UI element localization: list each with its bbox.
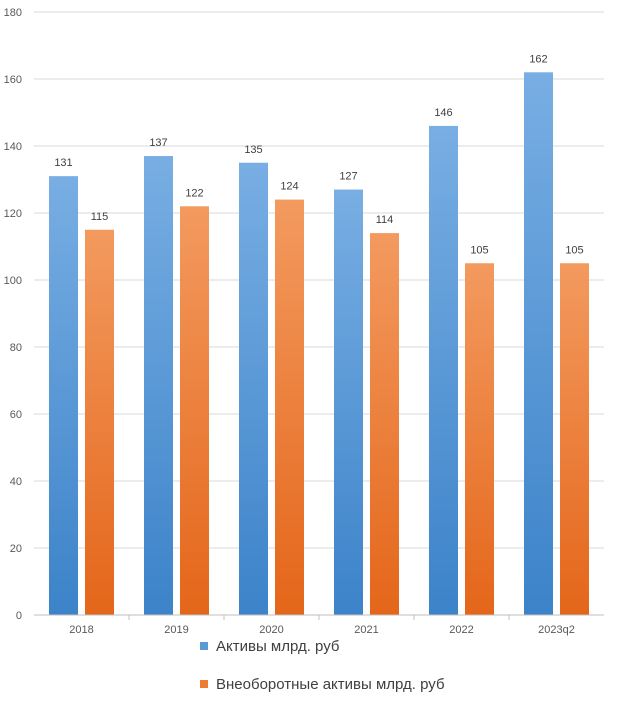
y-tick-label-0: 0	[16, 610, 22, 622]
legend: Активы млрд. руб Внеоборотные активы млр…	[200, 636, 445, 712]
y-tick-label-60: 60	[10, 409, 22, 421]
data-label-noncurrent-assets-2022: 105	[470, 244, 488, 256]
y-tick-label-80: 80	[10, 342, 22, 354]
data-label-noncurrent-assets-2018: 115	[91, 211, 109, 223]
legend-label-noncurrent-assets: Внеоборотные активы млрд. руб	[216, 675, 445, 693]
bar-assets-2021	[334, 189, 363, 616]
data-label-assets-2022: 146	[434, 107, 452, 119]
data-label-noncurrent-assets-2020: 124	[280, 181, 298, 193]
bar-assets-2018	[49, 176, 78, 615]
x-tick-label-2022: 2022	[449, 624, 473, 636]
x-tick-label-2021: 2021	[354, 624, 378, 636]
bar-noncurrent-assets-2023q2	[560, 263, 589, 615]
bar-noncurrent-assets-2021	[370, 233, 399, 615]
data-label-noncurrent-assets-2021: 114	[376, 214, 394, 226]
data-label-assets-2019: 137	[149, 137, 167, 149]
legend-item-assets: Активы млрд. руб	[200, 636, 445, 656]
legend-item-noncurrent-assets: Внеоборотные активы млрд. руб	[200, 674, 445, 694]
gridlines	[34, 11, 604, 549]
y-tick-label-160: 160	[4, 74, 22, 86]
legend-swatch-noncurrent-assets	[200, 680, 208, 688]
x-tick-label-2023q2: 2023q2	[538, 624, 575, 636]
y-tick-label-20: 20	[10, 543, 22, 555]
data-label-assets-2021: 127	[339, 171, 357, 183]
bar-noncurrent-assets-2020	[275, 199, 304, 615]
x-tick-label-2019: 2019	[164, 624, 188, 636]
y-tick-label-100: 100	[4, 275, 22, 287]
y-tick-label-40: 40	[10, 476, 22, 488]
x-tick-label-2018: 2018	[69, 624, 93, 636]
bar-noncurrent-assets-2018	[85, 229, 114, 615]
data-label-noncurrent-assets-2023q2: 105	[565, 244, 583, 256]
bar-noncurrent-assets-2019	[180, 206, 209, 616]
legend-label-assets: Активы млрд. руб	[216, 637, 340, 655]
bar-assets-2023q2	[524, 72, 553, 616]
data-label-noncurrent-assets-2019: 122	[185, 187, 203, 199]
y-tick-label-180: 180	[4, 7, 22, 19]
bar-assets-2022	[429, 125, 458, 616]
bar-noncurrent-assets-2022	[465, 263, 494, 615]
y-axis: 0 20 40 60 80 100 120 140 160 180	[4, 7, 22, 622]
bars: 131 115 137 122 135 124 127 114 146 105 162 105	[49, 53, 589, 616]
y-tick-label-140: 140	[4, 141, 22, 153]
x-axis: 2018 2019 2020 2021 2022 2023q2	[34, 614, 604, 636]
bar-assets-2019	[144, 156, 173, 616]
x-tick-label-2020: 2020	[259, 624, 283, 636]
data-label-assets-2023q2: 162	[529, 53, 547, 65]
data-label-assets-2018: 131	[54, 157, 72, 169]
data-label-assets-2020: 135	[244, 144, 262, 156]
bar-assets-2020	[239, 162, 268, 615]
y-tick-label-120: 120	[4, 208, 22, 220]
legend-swatch-assets	[200, 642, 208, 650]
